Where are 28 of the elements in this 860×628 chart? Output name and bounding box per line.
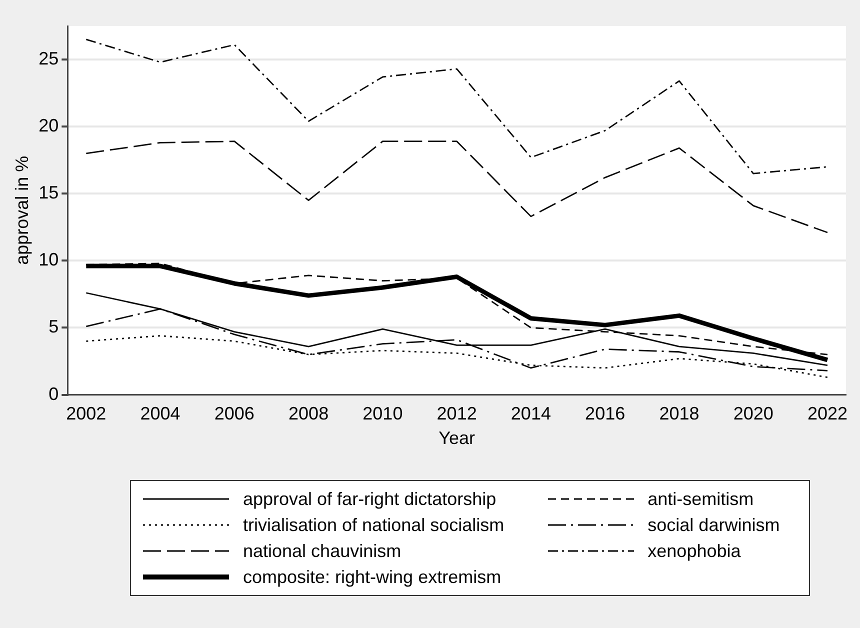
x-tick-label: 2020 xyxy=(733,404,774,424)
line-series xyxy=(85,140,828,234)
x-tick-label: 2004 xyxy=(140,404,180,424)
x-tick-label: 2010 xyxy=(362,404,403,424)
y-tick-label: 20 xyxy=(38,116,59,136)
legend-label: anti-semitism xyxy=(648,488,754,510)
legend-label: composite: right-wing extremism xyxy=(243,566,502,588)
y-tick-label: 25 xyxy=(38,48,59,68)
y-axis-title: approval in % xyxy=(12,156,32,265)
legend-label: xenophobia xyxy=(648,540,741,562)
x-tick-label: 2014 xyxy=(510,404,551,424)
y-tick-label: 0 xyxy=(48,384,59,404)
x-tick-label: 2002 xyxy=(66,404,106,424)
x-axis-title: Year xyxy=(438,428,475,448)
y-tick-label: 5 xyxy=(48,316,59,337)
x-tick-label: 2008 xyxy=(288,404,329,424)
line-series xyxy=(85,38,828,174)
y-tick-label: 10 xyxy=(38,250,59,270)
legend-label: approval of far-right dictatorship xyxy=(243,488,496,510)
legend-label: social darwinism xyxy=(648,514,780,536)
x-tick-label: 2022 xyxy=(807,404,848,424)
x-tick-label: 2006 xyxy=(214,404,254,424)
x-tick-label: 2018 xyxy=(659,404,700,424)
x-tick-label: 2012 xyxy=(436,404,477,424)
y-tick-label: 15 xyxy=(38,182,59,203)
legend-label: trivialisation of national socialism xyxy=(243,514,504,536)
x-tick-label: 2016 xyxy=(585,404,626,424)
legend-label: national chauvinism xyxy=(243,540,402,562)
